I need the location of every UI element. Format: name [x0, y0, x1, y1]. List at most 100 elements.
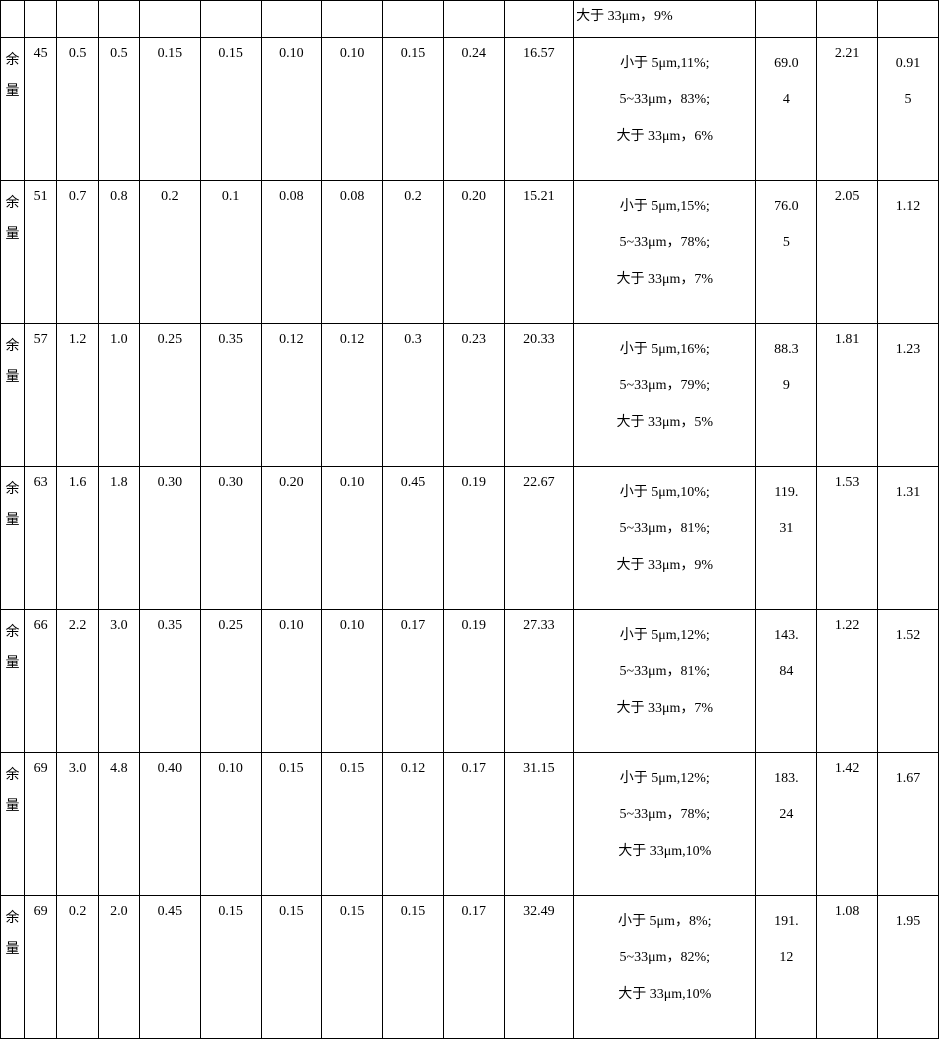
- cell: 0.2: [57, 896, 98, 1039]
- cell: [98, 1, 139, 38]
- value-part: 1.95: [896, 914, 921, 929]
- value-part: 1.12: [896, 199, 921, 214]
- cell: 31.15: [504, 753, 573, 896]
- table-row: 余量 69 0.2 2.0 0.45 0.15 0.15 0.15 0.15 0…: [1, 896, 939, 1039]
- dist-line: 大于 33μm,10%: [618, 844, 711, 859]
- cell: [200, 1, 261, 38]
- cell: 0.3: [383, 324, 444, 467]
- dist-line: 大于 33μm，7%: [617, 272, 714, 287]
- value-part: 119.: [774, 485, 798, 500]
- cell: 20.33: [504, 324, 573, 467]
- cell: 69: [24, 896, 57, 1039]
- cell: 0.10: [322, 38, 383, 181]
- cell: 0.15: [322, 753, 383, 896]
- cell: 0.10: [261, 610, 322, 753]
- cell: 1.81: [817, 324, 878, 467]
- cell: 0.12: [383, 753, 444, 896]
- cell: [57, 1, 98, 38]
- dist-line: 5~33μm，81%;: [620, 521, 711, 536]
- cell: 32.49: [504, 896, 573, 1039]
- cell: 0.19: [443, 467, 504, 610]
- cell-label: 余量: [1, 324, 25, 467]
- dist-line: 大于 33μm，5%: [617, 415, 714, 430]
- value-part: 5: [783, 235, 790, 250]
- cell: 0.17: [443, 753, 504, 896]
- cell: 1.8: [98, 467, 139, 610]
- cell: [878, 1, 939, 38]
- value-part: 1.31: [896, 485, 921, 500]
- cell-label: 余量: [1, 181, 25, 324]
- cell: 0.15: [383, 896, 444, 1039]
- cell: 119. 31: [756, 467, 817, 610]
- dist-line: 5~33μm，81%;: [620, 664, 711, 679]
- value-part: 5: [905, 92, 912, 107]
- cell: 0.2: [139, 181, 200, 324]
- dist-line: 大于 33μm，9%: [617, 558, 714, 573]
- dist-line: 5~33μm，78%;: [620, 235, 711, 250]
- cell: 0.08: [322, 181, 383, 324]
- cell: 0.15: [322, 896, 383, 1039]
- cell-distribution: 小于 5μm,11%; 5~33μm，83%; 大于 33μm，6%: [574, 38, 756, 181]
- cell: 0.10: [322, 467, 383, 610]
- cell: 3.0: [98, 610, 139, 753]
- value-part: 183.: [774, 771, 799, 786]
- cell: 0.25: [139, 324, 200, 467]
- cell: 0.35: [139, 610, 200, 753]
- value-part: 69.0: [774, 56, 799, 71]
- cell: 0.08: [261, 181, 322, 324]
- dist-line: 小于 5μm,11%;: [620, 56, 709, 71]
- cell: 0.8: [98, 181, 139, 324]
- cell: [504, 1, 573, 38]
- cell: 0.5: [98, 38, 139, 181]
- value-part: 24: [779, 807, 793, 822]
- value-part: 1.67: [896, 771, 921, 786]
- cell: 0.7: [57, 181, 98, 324]
- cell-label: 余量: [1, 610, 25, 753]
- dist-line: 5~33μm，78%;: [620, 807, 711, 822]
- cell: 15.21: [504, 181, 573, 324]
- cell: 0.45: [139, 896, 200, 1039]
- value-part: 191.: [774, 914, 799, 929]
- cell: 1.08: [817, 896, 878, 1039]
- cell: 0.30: [139, 467, 200, 610]
- cell: [261, 1, 322, 38]
- cell: 0.45: [383, 467, 444, 610]
- cell-distribution: 小于 5μm,12%; 5~33μm，81%; 大于 33μm，7%: [574, 610, 756, 753]
- cell: 2.05: [817, 181, 878, 324]
- cell: 0.17: [443, 896, 504, 1039]
- cell: 0.40: [139, 753, 200, 896]
- cell: [817, 1, 878, 38]
- table-row: 余量 66 2.2 3.0 0.35 0.25 0.10 0.10 0.17 0…: [1, 610, 939, 753]
- cell: 0.12: [261, 324, 322, 467]
- value-part: 76.0: [774, 199, 799, 214]
- cell: 2.21: [817, 38, 878, 181]
- table-row: 余量 45 0.5 0.5 0.15 0.15 0.10 0.10 0.15 0…: [1, 38, 939, 181]
- cell: 16.57: [504, 38, 573, 181]
- cell: 1.12: [878, 181, 939, 324]
- cell: 191. 12: [756, 896, 817, 1039]
- value-part: 1.52: [896, 628, 921, 643]
- dist-line: 小于 5μm,12%;: [620, 628, 710, 643]
- cell: 1.67: [878, 753, 939, 896]
- table-row: 余量 69 3.0 4.8 0.40 0.10 0.15 0.15 0.12 0…: [1, 753, 939, 896]
- cell: [383, 1, 444, 38]
- cell: 0.1: [200, 181, 261, 324]
- cell: 0.25: [200, 610, 261, 753]
- cell: 0.20: [261, 467, 322, 610]
- cell: 183. 24: [756, 753, 817, 896]
- dist-line: 5~33μm，83%;: [620, 92, 711, 107]
- cell: 2.0: [98, 896, 139, 1039]
- cell-distribution: 小于 5μm,15%; 5~33μm，78%; 大于 33μm，7%: [574, 181, 756, 324]
- cell: [756, 1, 817, 38]
- cell-distribution: 小于 5μm,10%; 5~33μm，81%; 大于 33μm，9%: [574, 467, 756, 610]
- dist-line: 小于 5μm,16%;: [620, 342, 710, 357]
- cell: [322, 1, 383, 38]
- cell: 0.15: [383, 38, 444, 181]
- cell: 1.23: [878, 324, 939, 467]
- value-part: 84: [779, 664, 793, 679]
- cell: 27.33: [504, 610, 573, 753]
- table-body: 大于 33μm，9% 余量 45 0.5 0.5 0.15 0.15 0.10 …: [1, 1, 939, 1039]
- cell: 0.19: [443, 610, 504, 753]
- table-row: 余量 63 1.6 1.8 0.30 0.30 0.20 0.10 0.45 0…: [1, 467, 939, 610]
- cell-distribution: 小于 5μm,16%; 5~33μm，79%; 大于 33μm，5%: [574, 324, 756, 467]
